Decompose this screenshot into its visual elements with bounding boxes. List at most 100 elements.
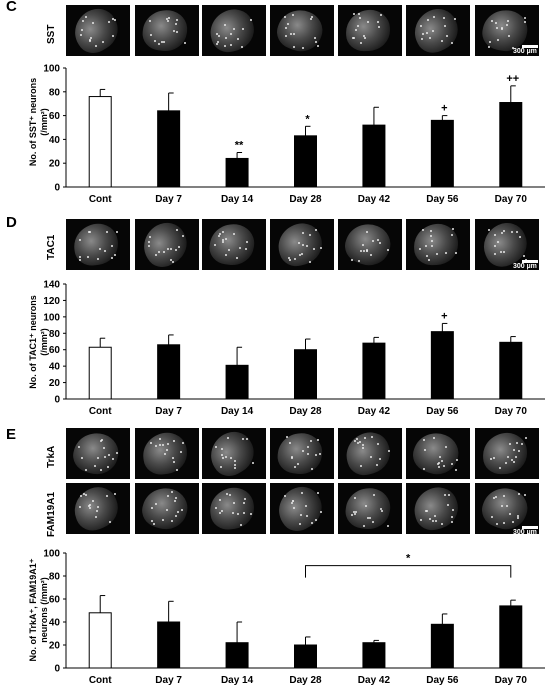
neuron-signal <box>507 34 510 37</box>
neuron-signal <box>490 515 493 518</box>
neuron-signal <box>81 456 84 459</box>
y-tick-label: 0 <box>54 664 60 675</box>
neuron-signal <box>287 256 290 259</box>
y-tick-label: 40 <box>49 362 61 373</box>
neuron-signal <box>240 524 243 527</box>
tissue-section <box>273 219 327 270</box>
x-tick-label: Cont <box>89 194 112 205</box>
neuron-signal <box>290 32 293 35</box>
neuron-signal <box>299 254 302 257</box>
neuron-signal <box>147 241 150 244</box>
x-tick-label: Day 42 <box>358 675 391 686</box>
neuron-signal <box>314 454 317 457</box>
neuron-signal <box>112 17 115 20</box>
y-tick-label: 80 <box>49 329 61 340</box>
neuron-signal <box>353 513 356 516</box>
tissue-section <box>340 219 396 270</box>
micrograph-tile <box>202 483 266 534</box>
bar <box>88 612 112 669</box>
neuron-signal <box>173 439 176 442</box>
neuron-signal <box>451 462 454 465</box>
neuron-signal <box>519 235 521 238</box>
neuron-signal <box>79 258 82 261</box>
micrograph-tile <box>338 219 402 270</box>
neuron-signal <box>451 516 454 519</box>
neuron-signal <box>113 18 116 21</box>
neuron-signal <box>225 36 228 39</box>
neuron-signal <box>365 248 368 251</box>
neuron-signal <box>151 519 154 522</box>
x-tick-label: Day 28 <box>289 406 322 417</box>
neuron-signal <box>502 250 505 253</box>
significance-mark: ++ <box>506 73 519 85</box>
neuron-signal <box>310 15 313 18</box>
neuron-signal <box>514 456 517 459</box>
bar <box>362 642 386 669</box>
neuron-signal <box>107 454 110 457</box>
neuron-signal <box>450 234 453 237</box>
x-tick-label: Cont <box>89 675 112 686</box>
y-tick-label: 100 <box>43 312 60 323</box>
neuron-signal <box>94 465 97 468</box>
sst-bar-chart: 0 20 40 60 80 100 Cont Day 7 Day 14 ** Day 28 * Day … <box>43 64 545 205</box>
neuron-signal <box>165 508 168 511</box>
neuron-signal <box>78 506 81 509</box>
micrograph-tile <box>135 483 199 534</box>
neuron-signal <box>442 464 445 467</box>
neuron-signal <box>419 247 422 250</box>
neuron-signal <box>174 500 177 503</box>
neuron-signal <box>175 19 178 22</box>
neuron-signal <box>298 522 301 525</box>
micrograph-tile <box>66 483 130 534</box>
neuron-signal <box>300 492 303 495</box>
neuron-signal <box>154 253 157 256</box>
neuron-signal <box>429 37 432 40</box>
neuron-signal <box>243 497 246 500</box>
tissue-section <box>69 428 123 479</box>
y-tick-label: 60 <box>49 111 61 122</box>
neuron-signal <box>524 437 527 440</box>
neuron-signal <box>362 244 365 247</box>
neuron-signal <box>167 247 170 250</box>
neuron-signal <box>307 446 310 449</box>
x-tick-label: Day 14 <box>221 675 254 686</box>
neuron-signal <box>377 25 380 28</box>
neuron-signal <box>215 42 218 45</box>
neuron-signal <box>351 36 354 39</box>
neuron-signal <box>221 509 224 512</box>
neuron-signal <box>166 17 169 20</box>
neuron-signal <box>225 493 228 496</box>
neuron-signal <box>237 513 239 516</box>
neuron-signal <box>500 504 503 507</box>
neuron-signal <box>489 41 492 44</box>
neuron-signal <box>167 17 170 20</box>
y-tick-label: 80 <box>49 572 61 583</box>
neuron-signal <box>220 448 223 451</box>
neuron-signal <box>81 28 84 31</box>
neuron-signal <box>103 249 106 252</box>
neuron-signal <box>164 453 167 456</box>
neuron-signal <box>161 40 164 43</box>
neuron-signal <box>369 254 372 257</box>
x-tick-label: Day 14 <box>221 194 254 205</box>
neuron-signal <box>244 247 247 250</box>
neuron-signal <box>228 493 231 496</box>
neuron-signal <box>494 252 497 255</box>
neuron-signal <box>453 17 456 20</box>
neuron-signal <box>176 31 179 34</box>
neuron-signal <box>354 497 357 500</box>
neuron-signal <box>356 441 359 444</box>
neuron-signal <box>159 444 162 447</box>
micrograph-tile <box>66 5 130 56</box>
neuron-signal <box>302 231 305 234</box>
significance-mark: * <box>305 113 310 125</box>
y-tick-label: 100 <box>43 549 60 560</box>
neuron-signal <box>517 514 520 517</box>
neuron-signal <box>115 231 118 234</box>
neuron-signal <box>293 32 296 35</box>
neuron-signal <box>434 519 437 522</box>
micrograph-tile <box>475 483 539 534</box>
tac1-y-axis-label-line1: No. of TAC1⁺ neurons <box>28 295 38 389</box>
neuron-signal <box>306 453 309 456</box>
neuron-signal <box>105 230 108 233</box>
